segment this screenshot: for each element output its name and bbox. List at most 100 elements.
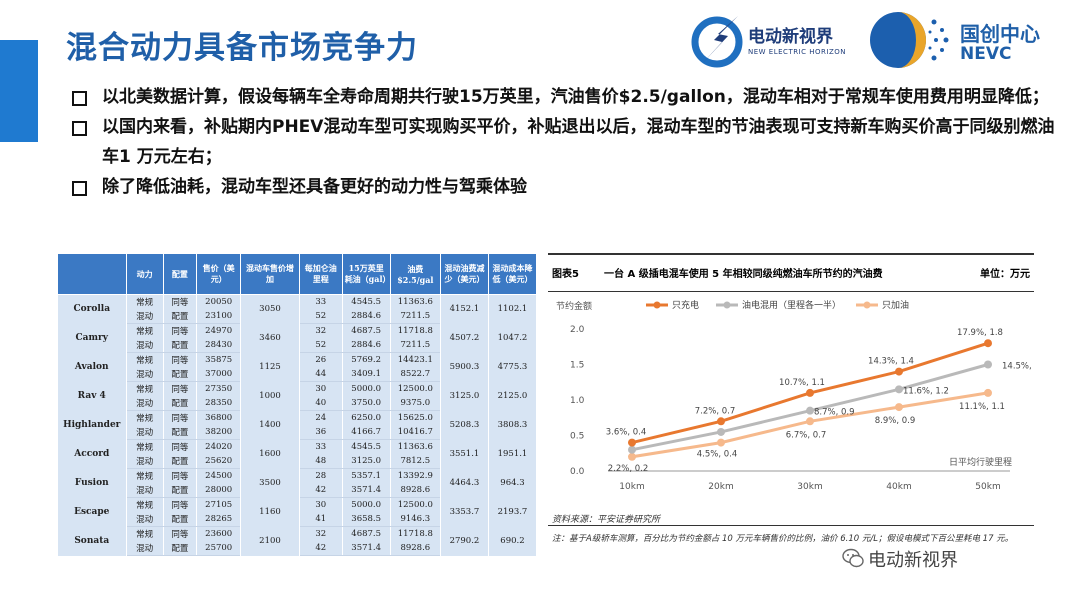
table-cell: 同等	[162, 410, 198, 425]
table-cell: 35875	[196, 352, 242, 367]
table-row: Avalon 常规 同等 35875 1125 26 5769.2 14423.1 5900.3…	[57, 352, 538, 382]
checkbox-bullet-icon	[72, 91, 87, 106]
table-cell: 42	[298, 483, 343, 498]
table-cell: 常规	[125, 323, 164, 338]
table-row: Camry 常规 同等 24970 3460 32 4687.5 11718.8 4507.2 1…	[57, 323, 538, 353]
table-row: 混动 配置 38200 36 4166.7 10416.7	[58, 425, 537, 440]
table-header-cell: 配置	[162, 253, 198, 295]
table-cell: 1102.1	[487, 294, 538, 324]
bullet-list: 以北美数据计算，假设每辆车全寿命周期共行驶15万英里，汽油售价$2.5/gall…	[72, 82, 1062, 202]
table-cell: 3500	[240, 468, 300, 498]
legend-label: 只加油	[882, 299, 909, 311]
checkbox-bullet-icon	[72, 181, 87, 196]
chart-title: 一台 A 级插电混车使用 5 年相较同级纯燃油车所节约的汽油费	[604, 269, 883, 280]
data-point	[895, 385, 903, 394]
table-cell: 混动	[125, 483, 164, 498]
table-cell: 44	[298, 367, 343, 382]
table-cell: 30	[298, 497, 343, 512]
table-cell: 24970	[196, 323, 242, 338]
table-cell: 配置	[162, 512, 198, 527]
table-cell: 3125.0	[439, 381, 489, 411]
chart-figure-number: 图表5	[552, 269, 579, 280]
x-tick-label: 30km	[797, 482, 822, 492]
table-cell: 3551.1	[439, 439, 489, 469]
wechat-icon	[842, 548, 864, 568]
table-cell: 7211.5	[389, 338, 441, 353]
table-row: 混动 配置 25620 48 3125.0 7812.5	[58, 454, 537, 469]
data-label: 14.5%, 1.5	[1002, 362, 1034, 372]
table-cell: 同等	[162, 294, 198, 309]
legend-marker	[863, 301, 871, 309]
table-cell: 5208.3	[439, 410, 489, 440]
legend-label: 油电混用（里程各一半）	[742, 299, 841, 311]
table-cell: 3460	[240, 323, 300, 353]
table-cell: 同等	[162, 468, 198, 483]
table-cell: 10416.7	[389, 425, 441, 440]
table-cell: 11363.6	[389, 439, 441, 454]
table-header-row: 动力 配置 售价（美元） 混动车售价增加 每加仑油里程 15万英里耗油（gal）…	[57, 253, 538, 295]
table-cell: 配置	[162, 541, 198, 556]
table-cell: 3409.1	[341, 367, 391, 382]
table-cell: 混动	[125, 309, 164, 324]
table-cell: 4545.5	[341, 294, 391, 309]
table-cell: 4775.3	[487, 352, 538, 382]
chart-source: 资料来源：平安证券研究所	[552, 515, 661, 525]
table-cell: 9375.0	[389, 396, 441, 411]
table-cell: 6250.0	[341, 410, 391, 425]
table-header-cell: 售价（美元）	[196, 253, 242, 295]
logo-right-en: NEVC	[960, 44, 1012, 64]
table-cell: 12500.0	[389, 381, 441, 396]
table-cell: 3571.4	[341, 483, 391, 498]
logo-nevc: 国创中心 NEVC	[858, 8, 1070, 72]
data-label: 11.1%, 1.1	[959, 402, 1005, 412]
table-header-cell: 油费$2.5/gal	[389, 253, 441, 295]
logo-left-cn: 电动新视界	[748, 27, 833, 47]
table-cell: 25620	[196, 454, 242, 469]
data-label: 11.6%, 1.2	[903, 386, 949, 396]
table-cell: 同等	[162, 497, 198, 512]
table-cell: 常规	[125, 294, 164, 309]
logo-electric-horizon: 电动新视界 NEW ELECTRIC HORIZON	[688, 12, 858, 68]
table-cell: Fusion	[57, 468, 127, 498]
table-cell: 混动	[125, 367, 164, 382]
table-cell: 52	[298, 338, 343, 353]
data-point	[717, 427, 725, 436]
data-label: 8.9%, 0.9	[875, 416, 916, 426]
table-cell: 5000.0	[341, 381, 391, 396]
table-cell: 40	[298, 396, 343, 411]
table-cell: 964.3	[487, 468, 538, 498]
table-cell: 3125.0	[341, 454, 391, 469]
bullet-text: 以北美数据计算，假设每辆车全寿命周期共行驶15万英里，汽油售价$2.5/gall…	[102, 87, 1049, 107]
table-cell: 2193.7	[487, 497, 538, 527]
table-cell: 混动	[125, 541, 164, 556]
table-row: 混动 配置 37000 44 3409.1 8522.7	[58, 367, 537, 382]
table-cell: 3353.7	[439, 497, 489, 527]
table-cell: 混动	[125, 512, 164, 527]
table-cell: 3808.3	[487, 410, 538, 440]
table-cell: 配置	[162, 396, 198, 411]
table-cell: 7812.5	[389, 454, 441, 469]
table-row: Corolla 常规 同等 20050 3050 33 4545.5 11363.6 4152.…	[57, 294, 538, 324]
table-cell: 8928.6	[389, 541, 441, 556]
table-row: Accord 常规 同等 24020 1600 33 4545.5 11363.6 3551.1…	[57, 439, 538, 469]
table-row: 混动 配置 25700 42 3571.4 8928.6	[58, 541, 537, 556]
table-header-cell: 每加仑油里程	[298, 253, 343, 295]
data-point	[628, 452, 636, 461]
table-cell: 2884.6	[341, 309, 391, 324]
data-point	[717, 417, 725, 426]
data-label: 14.3%, 1.4	[868, 357, 914, 367]
chart-divider	[548, 525, 1034, 526]
table-cell: Escape	[57, 497, 127, 527]
y-tick-label: 0.0	[570, 467, 585, 477]
table-cell: 8928.6	[389, 483, 441, 498]
data-label: 3.6%, 0.4	[606, 428, 647, 438]
chart-unit: 单位：万元	[980, 269, 1030, 280]
y-tick-label: 0.5	[570, 432, 584, 442]
table-cell: 混动	[125, 425, 164, 440]
table-cell: 48	[298, 454, 343, 469]
title-accent-bar	[0, 40, 38, 142]
table-cell: 配置	[162, 425, 198, 440]
table-cell: 5900.3	[439, 352, 489, 382]
table-cell: 13392.9	[389, 468, 441, 483]
legend-marker	[723, 301, 731, 309]
